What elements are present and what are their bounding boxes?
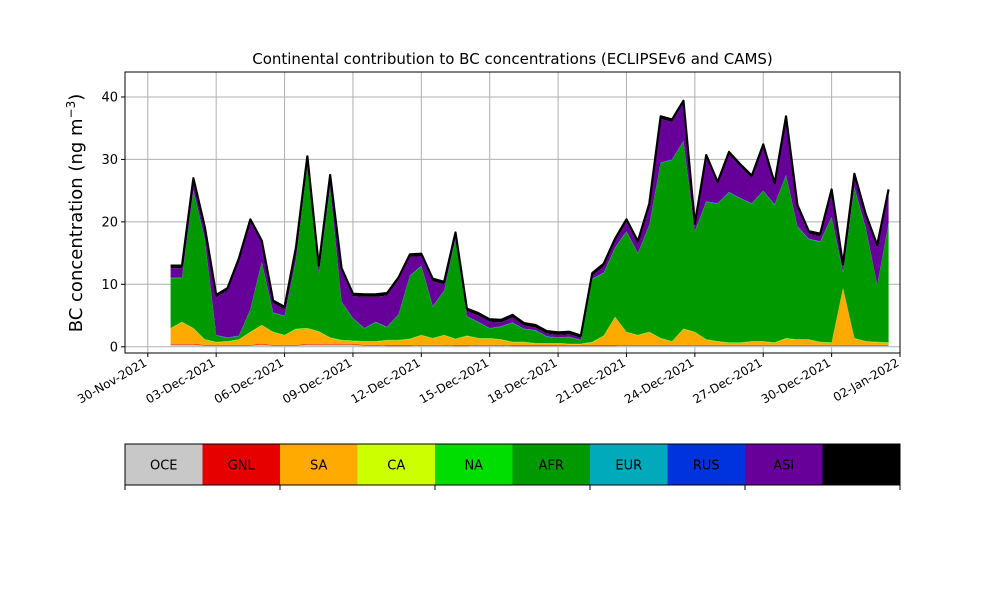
x-tick-label: 12-Dec-2021 xyxy=(349,355,423,406)
legend-label-ca: CA xyxy=(387,459,405,474)
x-tick-label: 15-Dec-2021 xyxy=(417,355,491,406)
y-tick-label: 20 xyxy=(101,215,118,230)
legend-swatch-gnl xyxy=(202,444,281,485)
legend-swatch-na xyxy=(435,444,513,485)
legend-swatch-asi xyxy=(745,444,823,485)
x-tick-label: 06-Dec-2021 xyxy=(212,355,286,406)
x-tick-label: 30-Dec-2021 xyxy=(759,355,833,406)
legend-swatch-oce xyxy=(125,444,203,485)
legend-frame xyxy=(124,443,901,486)
y-axis-label: BC concentration (ng m−3) xyxy=(64,94,87,333)
y-axis-label-exponent: −3 xyxy=(64,101,78,119)
legend-swatch-ca xyxy=(357,444,436,485)
area-series-afr xyxy=(170,141,889,344)
legend-label-sa: SA xyxy=(310,459,327,474)
area-series-oce xyxy=(170,344,889,347)
legend-swatch-aus xyxy=(822,444,901,485)
legend-label-aus: AUS xyxy=(848,459,875,474)
legend-swatch-eur xyxy=(590,444,668,485)
legend-swatch-sa xyxy=(280,444,358,485)
area-series-asi xyxy=(170,103,889,340)
legend-label-na: NA xyxy=(464,459,483,474)
legend-label-asi: ASI xyxy=(773,459,794,474)
x-tick-label: 24-Dec-2021 xyxy=(622,355,696,406)
x-tick-label: 30-Nov-2021 xyxy=(75,355,149,406)
legend-label-gnl: GNL xyxy=(228,459,256,474)
x-tick-label: 03-Dec-2021 xyxy=(143,355,217,406)
legend-label-afr: AFR xyxy=(539,459,564,474)
chart-title: Continental contribution to BC concentra… xyxy=(252,50,773,68)
legend-swatch-afr xyxy=(512,444,591,485)
legend: OCE GNL SA CA NA AFR EUR RUS ASI AUS xyxy=(124,443,901,490)
x-tick-label: 21-Dec-2021 xyxy=(554,355,628,406)
legend-swatch-rus xyxy=(667,444,746,485)
legend-label-oce: OCE xyxy=(150,459,178,474)
area-series-gnl xyxy=(170,344,889,347)
y-tick-label: 0 xyxy=(110,340,118,355)
x-tick-label: 27-Dec-2021 xyxy=(690,355,764,406)
area-series-sa xyxy=(170,288,889,346)
x-tick-label: 18-Dec-2021 xyxy=(485,355,559,406)
plot-frame xyxy=(124,71,901,354)
y-axis-label-close: ) xyxy=(66,94,87,101)
y-tick-label: 40 xyxy=(101,90,118,105)
total-line xyxy=(170,99,890,337)
x-tick-label: 09-Dec-2021 xyxy=(280,355,354,406)
y-tick-label: 30 xyxy=(101,153,118,168)
legend-label-eur: EUR xyxy=(615,459,642,474)
plot-area: 30-Nov-202103-Dec-202106-Dec-202109-Dec-… xyxy=(75,71,902,406)
y-tick-label: 10 xyxy=(101,278,118,293)
legend-label-rus: RUS xyxy=(693,459,720,474)
x-tick-label: 02-Jan-2022 xyxy=(831,355,902,404)
